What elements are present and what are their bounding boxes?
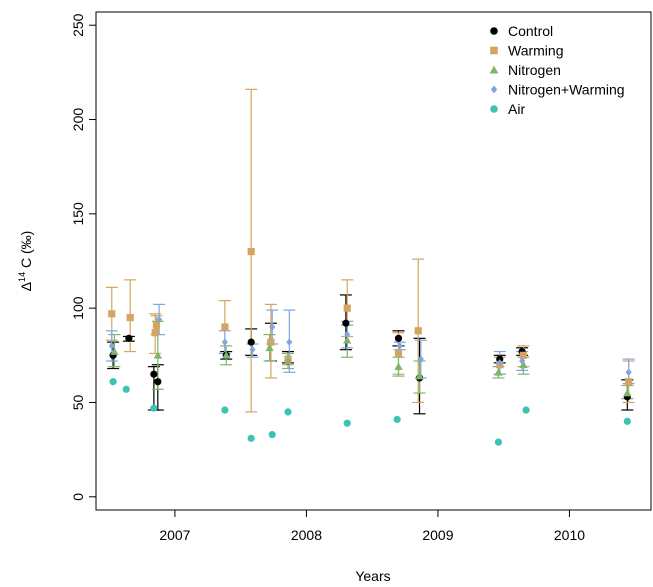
point-air	[494, 438, 503, 446]
point-warming	[126, 313, 134, 322]
legend-symbol-air	[490, 105, 498, 113]
point-nitrogen-warming	[496, 359, 503, 367]
x-tick-label: 2008	[291, 527, 322, 543]
point-nitrogen-warming	[156, 315, 163, 324]
point-warming	[625, 378, 633, 386]
y-tick-label: 0	[70, 493, 86, 501]
y-axis-title-superscript: 14	[17, 272, 27, 282]
point-nitrogen	[153, 351, 162, 359]
y-axis-title-rest: C (‰)	[18, 231, 34, 272]
point-air	[247, 434, 255, 442]
point-warming	[247, 247, 255, 256]
y-tick-label: 250	[70, 13, 86, 37]
x-tick-label: 2007	[159, 527, 190, 543]
y-axis-title: Δ14 C (‰)	[17, 231, 34, 292]
point-warming	[267, 338, 275, 346]
point-nitrogen-warming	[269, 323, 276, 331]
point-nitrogen-warming	[344, 330, 351, 339]
point-nitrogen-warming	[286, 338, 293, 346]
point-nitrogen-warming	[108, 342, 115, 350]
point-control	[150, 370, 158, 378]
y-axis-title-delta: Δ	[18, 282, 34, 291]
point-air	[122, 385, 130, 393]
y-axis: 0 50 100 150 200 250	[70, 13, 96, 501]
point-nitrogen-warming	[249, 345, 256, 354]
legend-symbol-nitrogen-warming	[490, 85, 498, 94]
legend: Control Warming Nitrogen Nitrogen+Warming Ai…	[489, 23, 625, 117]
data-points	[108, 247, 633, 446]
point-nitrogen-warming	[625, 368, 632, 377]
y-tick-label: 200	[70, 108, 86, 132]
point-nitrogen	[623, 388, 632, 397]
point-warming	[151, 329, 159, 337]
x-axis-title: Years	[355, 568, 390, 584]
point-nitrogen	[265, 343, 274, 352]
point-air	[268, 430, 276, 439]
point-control	[247, 338, 255, 346]
plot-frame	[95, 11, 652, 511]
point-nitrogen	[519, 360, 528, 369]
point-nitrogen	[222, 351, 231, 359]
legend-label-nitrogen-warming: Nitrogen+Warming	[508, 82, 625, 98]
legend-label-warming: Warming	[508, 43, 564, 59]
point-air	[221, 406, 229, 414]
point-air	[522, 406, 530, 414]
point-control	[125, 334, 133, 342]
x-tick-label: 2010	[554, 527, 585, 543]
point-warming	[519, 351, 528, 359]
point-control	[154, 378, 162, 386]
point-air	[284, 408, 292, 416]
point-nitrogen-warming	[519, 357, 526, 365]
x-tick-label: 2009	[422, 527, 453, 543]
point-nitrogen	[415, 371, 424, 380]
point-nitrogen-warming	[417, 355, 424, 363]
point-warming	[414, 327, 422, 335]
point-nitrogen-warming	[396, 342, 403, 350]
point-control	[394, 334, 403, 342]
point-warming	[152, 321, 161, 329]
legend-symbol-control	[490, 27, 498, 35]
point-air	[109, 378, 117, 386]
point-warming	[108, 310, 116, 318]
x-axis: 2007 2008 2009 2010	[159, 510, 585, 543]
point-warming	[394, 349, 403, 358]
point-air	[393, 415, 401, 424]
point-air	[150, 404, 158, 412]
y-tick-label: 150	[70, 202, 86, 226]
point-nitrogen	[494, 368, 503, 376]
point-air	[343, 419, 351, 427]
legend-label-nitrogen: Nitrogen	[508, 62, 561, 78]
legend-label-control: Control	[508, 23, 553, 39]
point-nitrogen-warming	[221, 338, 228, 346]
legend-symbol-warming	[490, 46, 498, 55]
point-nitrogen	[283, 356, 293, 365]
y-tick-label: 50	[70, 394, 86, 410]
point-nitrogen	[343, 336, 352, 344]
point-warming	[343, 304, 351, 312]
point-control	[342, 319, 350, 327]
point-nitrogen	[110, 347, 119, 355]
legend-symbol-nitrogen	[489, 65, 499, 74]
error-bars	[105, 88, 635, 415]
legend-label-air: Air	[508, 101, 525, 117]
point-warming	[221, 323, 229, 331]
y-tick-label: 100	[70, 296, 86, 320]
point-nitrogen	[394, 362, 403, 370]
point-air	[623, 417, 631, 425]
